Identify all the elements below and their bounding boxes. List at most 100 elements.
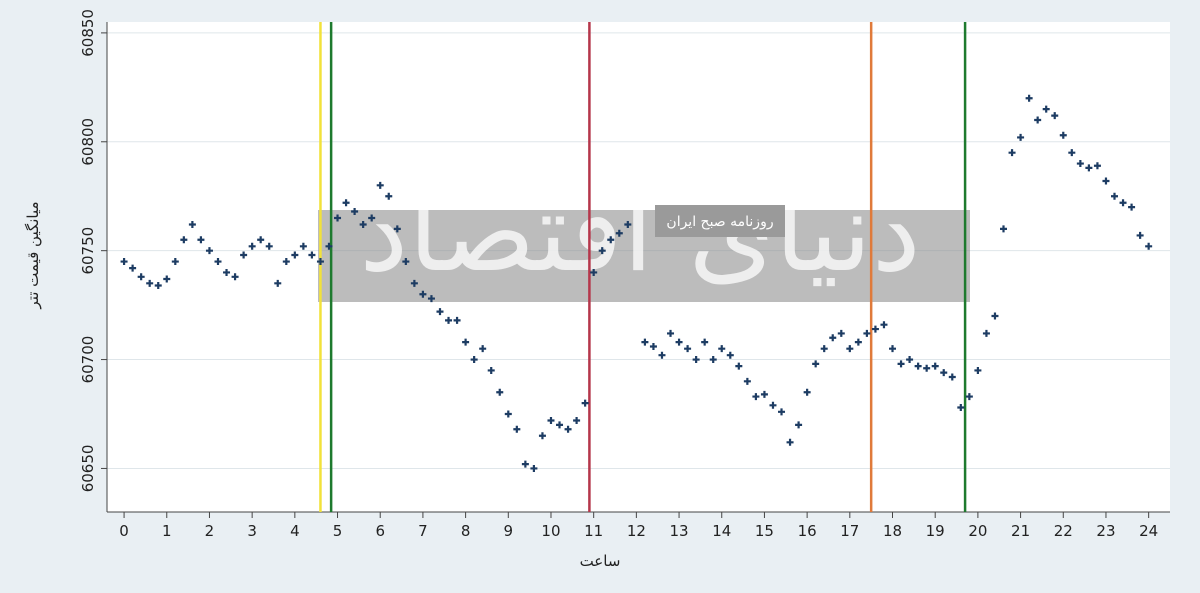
x-tick-label: 22 [1054, 522, 1073, 540]
point [965, 393, 973, 401]
point [590, 268, 598, 276]
watermark-band [318, 210, 970, 302]
point [1025, 94, 1033, 102]
x-tick-label: 6 [375, 522, 385, 540]
point [274, 279, 282, 287]
point [410, 279, 418, 287]
point [778, 408, 786, 416]
point [786, 438, 794, 446]
point [820, 345, 828, 353]
point [701, 338, 709, 346]
x-tick-label: 5 [333, 522, 343, 540]
x-tick-label: 18 [883, 522, 902, 540]
point [137, 273, 145, 281]
point [675, 338, 683, 346]
point [726, 351, 734, 359]
point [906, 356, 914, 364]
point [641, 338, 649, 346]
point [709, 356, 717, 364]
point [923, 364, 931, 372]
point [146, 279, 154, 287]
point [897, 360, 905, 368]
point [1145, 242, 1153, 250]
point [163, 275, 171, 283]
point [1119, 199, 1127, 207]
point [240, 251, 248, 259]
point [931, 362, 939, 370]
point [496, 388, 504, 396]
point [385, 192, 393, 200]
x-tick-label: 19 [926, 522, 945, 540]
point [487, 366, 495, 374]
point [795, 421, 803, 429]
point [129, 264, 137, 272]
point [718, 345, 726, 353]
point [530, 464, 538, 472]
point [564, 425, 572, 433]
point [837, 329, 845, 337]
point [889, 345, 897, 353]
point [299, 242, 307, 250]
point [880, 321, 888, 329]
point [479, 345, 487, 353]
point [248, 242, 256, 250]
x-tick-label: 3 [247, 522, 257, 540]
point [598, 247, 606, 255]
point [991, 312, 999, 320]
point [752, 393, 760, 401]
point [376, 181, 384, 189]
point [504, 410, 512, 418]
point [1076, 160, 1084, 168]
x-tick-label: 23 [1096, 522, 1115, 540]
point [257, 236, 265, 244]
point [760, 390, 768, 398]
point [205, 247, 213, 255]
y-tick-label: 60650 [79, 445, 97, 493]
point [914, 362, 922, 370]
point [1111, 192, 1118, 200]
point [547, 417, 555, 425]
watermark-main: دنیای اقتصاد [359, 168, 921, 296]
point [334, 214, 342, 222]
point [342, 199, 350, 207]
point [470, 356, 478, 364]
y-tick-label: 60700 [79, 336, 97, 384]
point [453, 316, 461, 324]
watermark-sub: روزنامه صبح ایران [666, 214, 773, 230]
point [607, 236, 615, 244]
point [1051, 112, 1059, 120]
point [846, 345, 854, 353]
x-tick-label: 7 [418, 522, 428, 540]
point [743, 377, 751, 385]
point [812, 360, 820, 368]
point [803, 388, 811, 396]
x-tick-label: 14 [712, 522, 731, 540]
watermark-label-bg [655, 205, 785, 237]
point [863, 329, 871, 337]
x-tick-label: 2 [205, 522, 215, 540]
point [1102, 177, 1110, 185]
point [769, 401, 777, 409]
y-axis-title: میانگین قیمت تتر [24, 201, 42, 309]
point [402, 258, 410, 266]
point [1128, 203, 1136, 211]
point [871, 325, 879, 333]
point [538, 432, 546, 440]
point [1068, 149, 1076, 157]
x-axis-title: ساعت [580, 552, 621, 570]
point [573, 417, 581, 425]
y-tick-label: 60750 [79, 227, 97, 275]
x-tick-label: 4 [290, 522, 300, 540]
point [120, 258, 128, 266]
point [291, 251, 299, 259]
point [1000, 225, 1008, 233]
point [154, 282, 162, 290]
x-tick-label: 10 [541, 522, 560, 540]
x-tick-label: 17 [840, 522, 859, 540]
point [829, 334, 837, 342]
x-tick-label: 15 [755, 522, 774, 540]
point [624, 221, 632, 229]
point [658, 351, 666, 359]
point [1042, 105, 1050, 113]
point [325, 242, 333, 250]
